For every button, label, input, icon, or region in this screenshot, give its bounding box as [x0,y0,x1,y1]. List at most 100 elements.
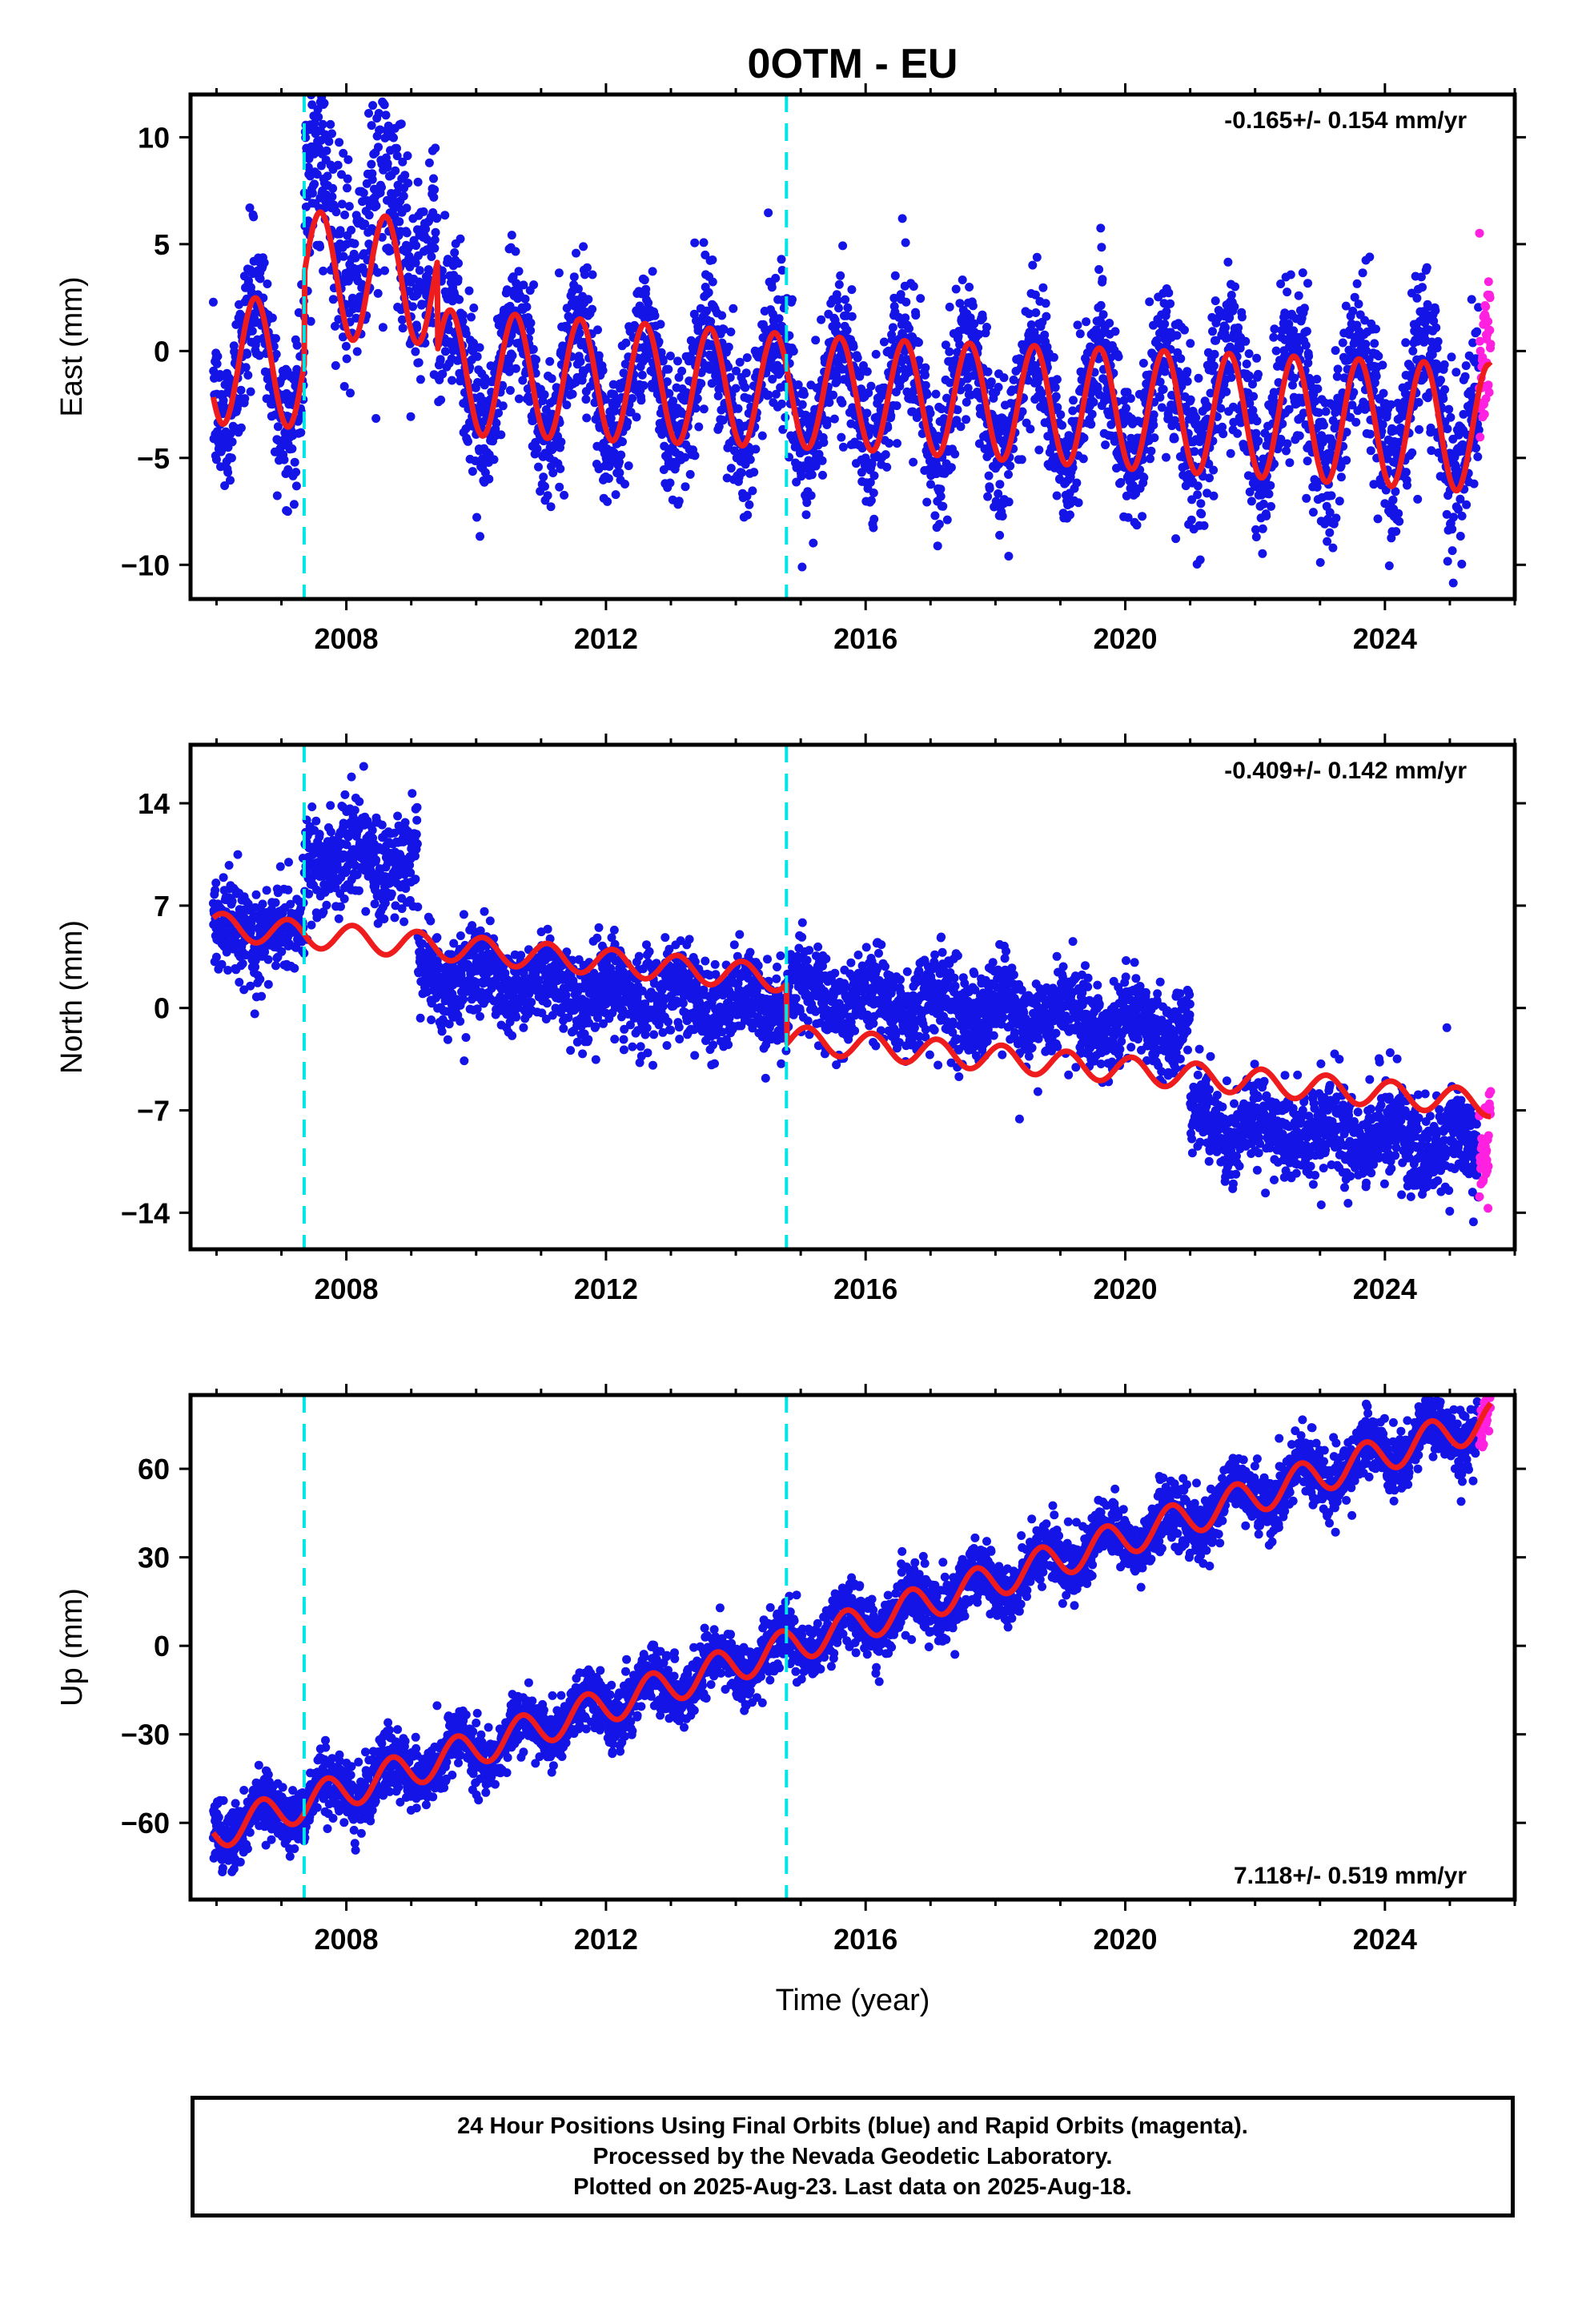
final-orbit-point [397,315,407,324]
final-orbit-point [322,900,331,910]
final-orbit-point [373,267,383,277]
final-orbit-point [1469,479,1479,489]
final-orbit-point [381,54,390,62]
final-orbit-point [455,295,464,304]
final-orbit-point [942,515,952,525]
final-orbit-point [292,340,302,350]
final-orbit-point [339,251,348,261]
final-orbit-point [331,207,341,217]
final-orbit-point [310,179,319,189]
final-orbit-point [291,481,301,491]
final-orbit-point [1313,384,1323,393]
final-orbit-point [367,175,377,184]
final-orbit-point [347,225,356,235]
final-orbit-point [862,367,872,376]
final-orbit-point [615,468,624,477]
final-orbit-point [406,412,416,421]
final-orbit-point [1004,497,1014,507]
final-orbit-point [704,287,713,297]
final-orbit-point [598,366,608,376]
final-orbit-point [1436,376,1445,385]
final-orbit-point [817,315,826,324]
final-orbit-point [619,368,628,378]
final-orbit-point [346,388,355,398]
final-orbit-point [822,416,832,425]
final-orbit-point [1227,372,1236,382]
y-tick-label: −5 [137,442,170,475]
final-orbit-point [809,538,818,548]
final-orbit-point [211,952,221,962]
final-orbit-point [956,422,966,432]
final-orbit-point [1431,306,1440,316]
final-orbit-point [833,296,842,305]
final-orbit-point [615,457,624,467]
final-orbit-point [307,188,317,198]
final-orbit-point [681,482,690,492]
final-orbit-point [1132,521,1142,530]
final-orbit-point [624,461,633,471]
final-orbit-point [1331,513,1341,523]
final-orbit-point [556,464,565,473]
final-orbit-point [325,74,334,83]
final-orbit-point [511,364,520,373]
final-orbit-point [818,470,827,480]
final-orbit-point [310,119,319,128]
final-orbit-point [236,423,246,432]
final-orbit-point [251,890,261,899]
final-orbit-point [842,325,852,335]
final-orbit-point [427,252,436,261]
final-orbit-point [343,155,353,164]
final-orbit-point [1097,243,1106,252]
final-orbit-point [359,188,368,198]
final-orbit-point [505,386,515,395]
final-orbit-point [834,304,843,313]
final-orbit-point [375,74,384,82]
final-orbit-point [367,826,377,835]
final-orbit-point [1408,346,1418,356]
figure-title: 0OTM - EU [748,41,958,87]
final-orbit-point [404,179,413,188]
final-orbit-point [616,450,626,460]
final-orbit-point [909,457,918,467]
final-orbit-point [1186,339,1195,348]
final-orbit-point [1122,404,1130,413]
final-orbit-point [725,372,735,382]
final-orbit-point [324,50,333,59]
final-orbit-point [312,170,322,179]
final-orbit-point [1146,446,1156,456]
final-orbit-point [1146,454,1154,464]
final-orbit-point [609,448,619,457]
x-tick-label: 2020 [1093,622,1157,655]
final-orbit-point [593,325,602,335]
final-orbit-point [1139,472,1149,482]
final-orbit-point [905,324,913,333]
final-orbit-point [806,491,816,501]
final-orbit-point [480,373,490,383]
final-orbit-point [419,207,428,216]
final-orbit-point [743,394,753,404]
final-orbit-point [1073,320,1082,330]
final-orbit-point [1051,392,1061,401]
final-orbit-point [1262,511,1271,521]
final-orbit-point [708,255,717,264]
final-orbit-point [374,143,383,152]
final-orbit-point [1211,296,1220,306]
final-orbit-point [742,492,752,501]
final-orbit-point [219,873,228,883]
final-orbit-point [1193,481,1203,491]
final-orbit-point [1031,308,1041,317]
final-orbit-point [995,480,1005,489]
final-orbit-point [359,762,368,771]
final-orbit-point [412,241,421,251]
final-orbit-point [339,148,348,158]
final-orbit-point [953,405,962,415]
final-orbit-point [1056,410,1066,420]
final-orbit-point [951,284,961,294]
final-orbit-point [340,790,350,799]
final-orbit-point [1186,515,1196,525]
final-orbit-point [604,474,613,483]
final-orbit-point [421,224,431,234]
final-orbit-point [1258,549,1267,558]
final-orbit-point [847,285,857,295]
final-orbit-point [1098,275,1107,284]
